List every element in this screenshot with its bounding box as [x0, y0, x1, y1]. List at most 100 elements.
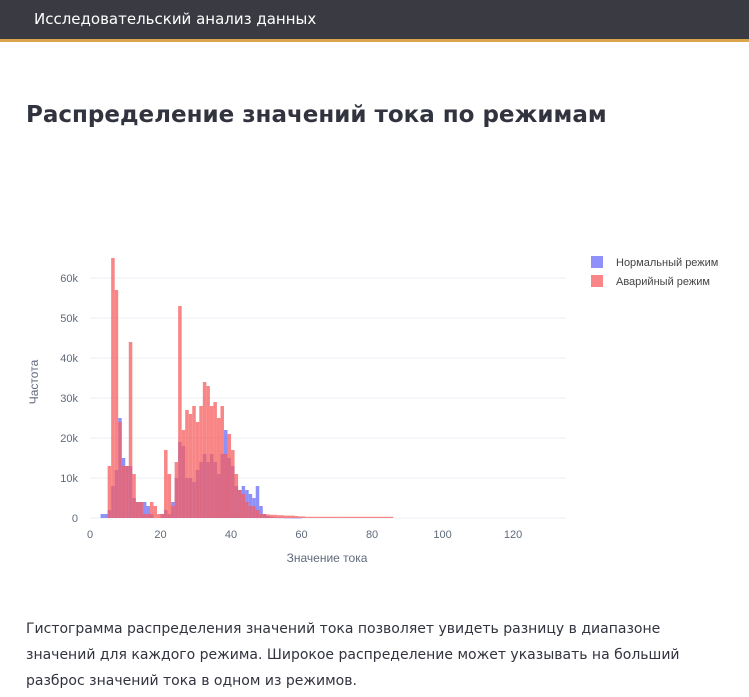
- histogram-bar-fault[interactable]: [340, 516, 344, 518]
- histogram-bar-fault[interactable]: [312, 516, 316, 518]
- histogram-bar-normal[interactable]: [255, 486, 260, 518]
- histogram-bar-normal[interactable]: [294, 517, 299, 519]
- histogram-bar-fault[interactable]: [171, 506, 175, 518]
- histogram-bar-fault[interactable]: [139, 502, 143, 518]
- histogram-bar-fault[interactable]: [227, 434, 232, 518]
- histogram-bar-fault[interactable]: [153, 506, 157, 518]
- histogram-bar-fault[interactable]: [241, 494, 246, 518]
- histogram-bar-fault[interactable]: [192, 406, 196, 518]
- histogram-bar-fault[interactable]: [386, 516, 390, 518]
- histogram-bar-fault[interactable]: [326, 516, 330, 518]
- legend[interactable]: Нормальный режим Аварийный режим: [591, 256, 718, 288]
- histogram-bar-normal[interactable]: [283, 517, 288, 519]
- histogram-bar-fault[interactable]: [223, 454, 228, 518]
- histogram-bar-fault[interactable]: [164, 450, 168, 518]
- legend-label-fault[interactable]: Аварийный режим: [616, 276, 710, 288]
- histogram-bar-fault[interactable]: [160, 514, 165, 518]
- histogram-bar-fault[interactable]: [114, 290, 119, 518]
- histogram-bar-fault[interactable]: [301, 516, 306, 518]
- histogram-bar-fault[interactable]: [185, 410, 189, 518]
- histogram-bar-fault[interactable]: [128, 342, 133, 518]
- histogram-bar-fault[interactable]: [283, 515, 288, 518]
- histogram-bar-fault[interactable]: [231, 450, 235, 518]
- histogram-bar-fault[interactable]: [255, 510, 260, 518]
- histogram-bar-fault[interactable]: [167, 474, 172, 518]
- histogram-bar-fault[interactable]: [149, 502, 154, 518]
- histogram-bar-fault[interactable]: [319, 516, 323, 518]
- histogram-bar-fault[interactable]: [269, 514, 274, 518]
- histogram-bar-fault[interactable]: [248, 506, 253, 518]
- histogram-bar-fault[interactable]: [329, 516, 334, 518]
- histogram-bar-fault[interactable]: [142, 514, 147, 518]
- histogram-bar-fault[interactable]: [315, 516, 320, 518]
- histogram-bar-fault[interactable]: [372, 516, 376, 518]
- histogram-bar-fault[interactable]: [266, 514, 270, 518]
- histogram-bar-fault[interactable]: [322, 516, 327, 518]
- histogram-bar-normal[interactable]: [298, 517, 302, 519]
- histogram-bar-normal[interactable]: [146, 506, 150, 518]
- histogram-bar-normal[interactable]: [287, 517, 291, 519]
- histogram-bar-fault[interactable]: [262, 514, 267, 518]
- histogram-bar-fault[interactable]: [357, 516, 362, 518]
- histogram-bar-fault[interactable]: [305, 516, 309, 518]
- histogram-bar-fault[interactable]: [213, 402, 217, 518]
- app-title: Исследовательский анализ данных: [34, 10, 317, 28]
- histogram-bar-fault[interactable]: [202, 382, 207, 518]
- histogram-bar-normal[interactable]: [142, 502, 147, 518]
- histogram-bar-fault[interactable]: [252, 506, 256, 518]
- histogram-bar-fault[interactable]: [195, 422, 200, 518]
- histogram-bar-fault[interactable]: [245, 502, 249, 518]
- histogram-bar-fault[interactable]: [343, 516, 348, 518]
- histogram-bar-fault[interactable]: [174, 462, 179, 518]
- histogram-bar-fault[interactable]: [280, 515, 284, 518]
- histogram-chart[interactable]: 0 10k 20k 30k 40k 50k 60k 0 20 40 60 80 100 120 Знач…: [0, 230, 749, 575]
- histogram-bar-fault[interactable]: [379, 516, 383, 518]
- histogram-bar-fault[interactable]: [294, 516, 299, 518]
- histogram-bar-normal[interactable]: [290, 517, 295, 519]
- x-axis: 0 20 40 60 80 100 120: [87, 529, 522, 541]
- x-tick-label: 120: [504, 529, 522, 541]
- histogram-bar-fault[interactable]: [206, 386, 210, 518]
- histogram-bar-fault[interactable]: [234, 474, 239, 518]
- histogram-bar-fault[interactable]: [238, 490, 242, 518]
- series-fault[interactable]: [107, 258, 394, 518]
- histogram-bar-fault[interactable]: [350, 516, 355, 518]
- histogram-bar-fault[interactable]: [135, 502, 140, 518]
- histogram-bar-fault[interactable]: [178, 306, 182, 518]
- histogram-bar-fault[interactable]: [361, 516, 366, 518]
- histogram-bar-fault[interactable]: [199, 406, 203, 518]
- histogram-bar-normal[interactable]: [259, 506, 263, 518]
- histogram-bar-fault[interactable]: [209, 406, 214, 518]
- histogram-bar-fault[interactable]: [220, 406, 224, 518]
- histogram-bar-fault[interactable]: [368, 516, 373, 518]
- histogram-bar-fault[interactable]: [276, 515, 281, 518]
- histogram-bar-fault[interactable]: [375, 516, 380, 518]
- histogram-bar-fault[interactable]: [298, 516, 302, 518]
- histogram-bar-fault[interactable]: [118, 422, 122, 518]
- histogram-bar-normal[interactable]: [100, 514, 105, 518]
- histogram-bar-fault[interactable]: [188, 414, 193, 518]
- histogram-bar-fault[interactable]: [365, 516, 369, 518]
- histogram-bar-fault[interactable]: [287, 515, 291, 518]
- histogram-bar-fault[interactable]: [354, 516, 358, 518]
- histogram-bar-fault[interactable]: [389, 516, 394, 518]
- histogram-bar-fault[interactable]: [107, 466, 112, 518]
- histogram-bar-fault[interactable]: [290, 515, 295, 518]
- histogram-bar-fault[interactable]: [333, 516, 337, 518]
- histogram-bar-fault[interactable]: [181, 430, 186, 518]
- histogram-bar-fault[interactable]: [308, 516, 313, 518]
- legend-label-normal[interactable]: Нормальный режим: [616, 257, 718, 269]
- histogram-bar-fault[interactable]: [347, 516, 351, 518]
- histogram-bar-fault[interactable]: [336, 516, 341, 518]
- histogram-bar-fault[interactable]: [132, 474, 136, 518]
- histogram-bar-fault[interactable]: [382, 516, 387, 518]
- histogram-bar-normal[interactable]: [104, 514, 108, 518]
- histogram-bar-fault[interactable]: [121, 466, 126, 518]
- histogram-bar-fault[interactable]: [111, 258, 115, 518]
- histogram-bar-fault[interactable]: [146, 514, 150, 518]
- histogram-bar-fault[interactable]: [273, 514, 277, 518]
- histogram-bar-fault[interactable]: [259, 514, 263, 518]
- histogram-bar-fault[interactable]: [216, 418, 221, 518]
- histogram-bar-fault[interactable]: [125, 466, 129, 518]
- histogram-bar-fault[interactable]: [156, 514, 161, 518]
